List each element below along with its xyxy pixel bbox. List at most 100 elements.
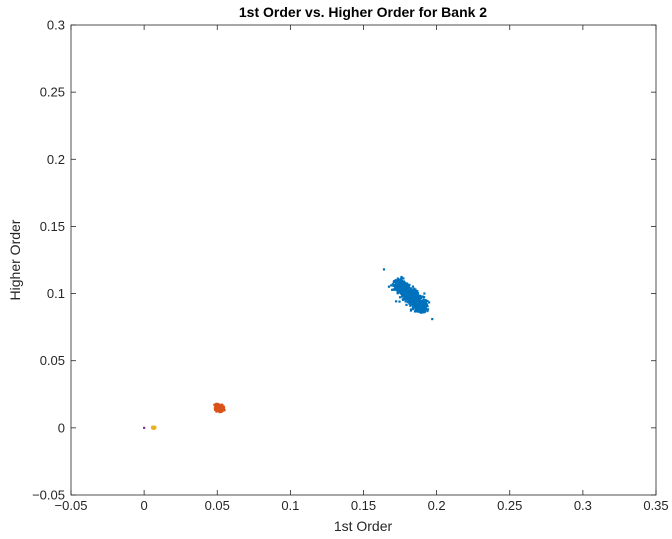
y-axis-label: Higher Order: [7, 219, 23, 300]
data-point: [411, 301, 414, 304]
y-tick-label: 0.1: [47, 286, 65, 301]
data-point: [394, 280, 398, 284]
data-point: [399, 285, 402, 289]
data-point: [424, 308, 427, 311]
data-point: [424, 303, 427, 306]
data-point: [220, 407, 223, 411]
data-point: [216, 403, 219, 407]
data-point: [215, 409, 218, 412]
data-point: [420, 304, 423, 307]
data-point: [390, 284, 393, 287]
data-point: [414, 292, 417, 295]
x-tick-label: 0.25: [497, 498, 522, 513]
data-point: [406, 295, 409, 299]
data-point: [407, 285, 410, 288]
x-axis-ticks: −0.05 0 0.05 0.1 0.15 0.2 0.25 0.3 0.35: [55, 25, 669, 513]
data-point: [410, 289, 414, 293]
data-point: [404, 284, 407, 287]
data-point: [401, 298, 404, 301]
data-point: [398, 296, 402, 299]
data-point: [404, 296, 407, 299]
data-point: [219, 406, 222, 409]
x-tick-label: 0.35: [643, 498, 668, 513]
data-point: [396, 290, 399, 294]
data-point: [404, 292, 407, 295]
data-point: [396, 277, 399, 280]
data-point: [410, 302, 413, 306]
data-point: [423, 292, 426, 295]
data-point: [402, 277, 405, 280]
data-point: [431, 317, 434, 321]
data-point: [408, 302, 411, 305]
data-point: [415, 299, 418, 302]
data-point: [401, 286, 404, 289]
data-point: [419, 307, 422, 310]
data-point: [411, 293, 414, 297]
data-point: [392, 284, 395, 288]
data-point: [408, 301, 411, 304]
data-point: [394, 279, 397, 282]
data-point: [423, 300, 426, 304]
data-point: [401, 282, 404, 285]
data-point: [421, 300, 424, 303]
data-point: [414, 288, 417, 291]
data-point: [409, 301, 413, 304]
data-point: [419, 294, 422, 297]
data-point: [426, 308, 430, 311]
data-point: [421, 295, 424, 298]
data-point: [418, 299, 421, 302]
data-point: [419, 300, 422, 303]
data-point: [414, 296, 418, 299]
data-point: [424, 306, 427, 309]
data-point: [410, 293, 413, 296]
data-point: [403, 290, 406, 293]
data-point: [417, 306, 420, 309]
data-point: [221, 408, 225, 411]
data-point: [405, 298, 408, 301]
x-tick-label: 0.1: [281, 498, 299, 513]
y-tick-label: 0: [58, 420, 65, 435]
data-point: [414, 308, 417, 311]
data-point: [395, 300, 398, 303]
data-point: [410, 296, 414, 299]
x-tick-label: −0.05: [55, 498, 88, 513]
data-point: [403, 287, 406, 290]
data-points: [143, 268, 434, 430]
data-point: [418, 296, 421, 299]
data-point: [219, 410, 223, 413]
data-point: [216, 407, 219, 410]
plot-area: [71, 25, 656, 495]
data-point: [422, 298, 425, 301]
data-point: [414, 290, 417, 293]
data-point: [217, 406, 221, 409]
data-point: [401, 280, 404, 283]
data-point: [412, 302, 416, 305]
data-point: [216, 405, 219, 408]
data-point: [217, 405, 220, 408]
data-point: [413, 296, 416, 299]
data-point: [218, 410, 221, 414]
data-point: [151, 426, 154, 429]
data-point: [404, 300, 407, 303]
data-point: [412, 288, 415, 291]
data-point: [400, 275, 403, 279]
data-point: [418, 304, 422, 307]
chart-title: 1st Order vs. Higher Order for Bank 2: [239, 4, 487, 20]
data-point: [401, 290, 404, 293]
data-point: [427, 301, 431, 304]
data-point: [382, 268, 386, 271]
data-point: [411, 307, 415, 311]
data-point: [416, 293, 419, 296]
data-point: [409, 292, 412, 295]
data-point: [213, 403, 216, 406]
data-point: [413, 300, 416, 303]
data-point: [405, 303, 408, 306]
data-point: [387, 285, 391, 288]
data-point: [424, 304, 427, 307]
data-point: [410, 298, 413, 301]
data-point: [411, 292, 414, 295]
x-tick-label: 0.3: [574, 498, 592, 513]
data-point: [409, 289, 412, 292]
data-point: [218, 404, 221, 407]
